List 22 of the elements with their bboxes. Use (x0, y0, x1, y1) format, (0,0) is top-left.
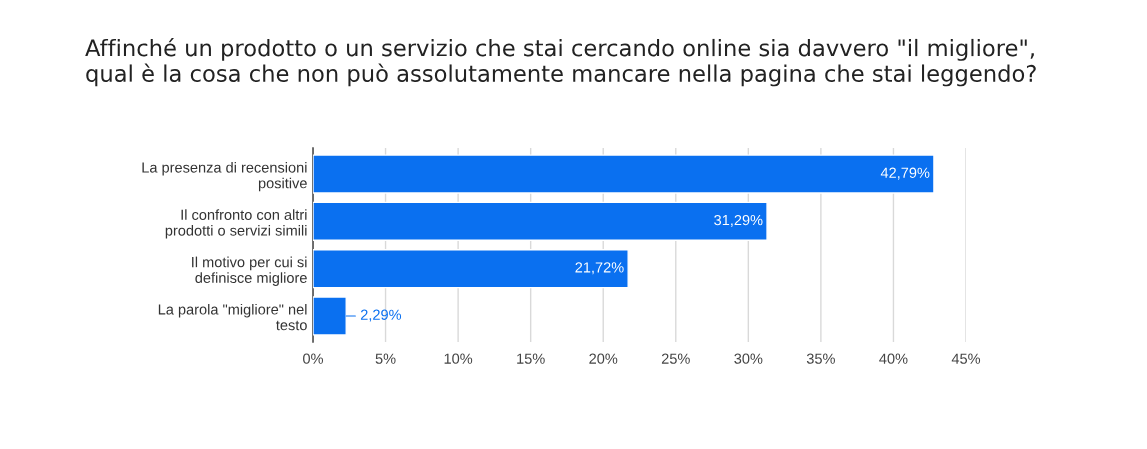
x-tick-label: 10% (444, 353, 473, 364)
data-label: 31,29% (714, 214, 763, 227)
bar (313, 201, 768, 241)
x-tick-label: 15% (517, 353, 545, 364)
bar (313, 154, 935, 194)
x-tick-label: 25% (661, 353, 690, 364)
y-tick-label: Il confronto con altri prodotti o servizi simili (165, 209, 307, 239)
chart-title: Affinché un prodotto o un servizio che stai cercando online sia davvero "il migliore", qual è la cosa che non può assolutamente mancare nella pagina che stai leggendo? (85, 38, 1036, 87)
data-label: 42,79% (880, 167, 930, 180)
x-tick-label: 0% (303, 353, 324, 364)
x-tick-label: 30% (734, 353, 763, 364)
x-tick-label: 20% (589, 353, 618, 364)
y-tick-label: La parola "migliore" nel testo (158, 303, 307, 331)
y-tick-label: La presenza di recensioni positive (142, 161, 307, 192)
x-tick-label: 5% (375, 353, 396, 364)
x-tick-label: 40% (879, 353, 908, 364)
bar (313, 249, 629, 289)
y-tick-label: Il motivo per cui si definisce migliore (192, 256, 307, 286)
data-label: 2,29% (360, 309, 402, 322)
data-label: 21,72% (575, 262, 624, 275)
x-tick-label: 45% (951, 353, 981, 364)
x-tick-label: 35% (806, 353, 835, 364)
